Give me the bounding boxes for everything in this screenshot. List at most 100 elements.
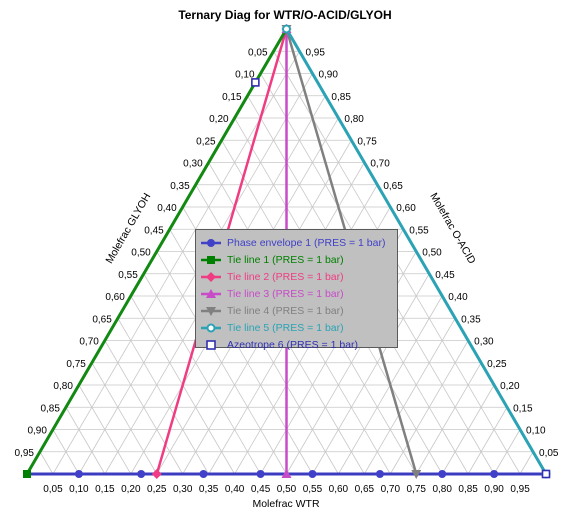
series-4-point (281, 469, 292, 478)
tick-left: 0,80 (53, 381, 73, 392)
grid-line (39, 451, 54, 475)
tick-left: 0,55 (118, 270, 138, 281)
tick-bottom: 0,80 (432, 484, 452, 495)
legend-label: Tie line 4 (PRES = 1 bar) (227, 304, 344, 317)
grid-line (519, 451, 534, 475)
legend-item: Tie line 1 (PRES = 1 bar) (200, 251, 397, 268)
grid-line (65, 407, 106, 475)
tick-right: 0,10 (526, 426, 546, 437)
tick-bottom: 0,45 (251, 484, 271, 495)
legend-swatch (201, 255, 221, 264)
tick-bottom: 0,10 (69, 484, 89, 495)
tick-bottom: 0,15 (95, 484, 115, 495)
tick-right: 0,95 (305, 47, 325, 58)
legend-swatch (201, 306, 221, 316)
tick-right: 0,80 (344, 114, 364, 125)
tick-bottom: 0,60 (329, 484, 349, 495)
tick-left: 0,50 (131, 248, 151, 259)
tick-left: 0,05 (248, 47, 268, 58)
tick-right: 0,20 (500, 381, 520, 392)
tick-bottom: 0,40 (225, 484, 245, 495)
grid-line (312, 273, 430, 475)
chart-title: Ternary Diag for WTR/O-ACID/GLYOH (178, 8, 391, 22)
tick-left: 0,20 (209, 114, 229, 125)
tick-right: 0,65 (383, 181, 403, 192)
tick-right: 0,30 (474, 337, 494, 348)
grid-line (78, 384, 132, 475)
tick-right: 0,85 (331, 92, 351, 103)
series-2-point (23, 470, 31, 478)
tick-right: 0,05 (539, 448, 559, 459)
tick-bottom: 0,35 (199, 484, 219, 495)
legend-swatch (201, 271, 221, 282)
legend-item: Azeotrope 6 (PRES = 1 bar) (200, 336, 397, 353)
legend-swatch (206, 339, 216, 350)
legend-label: Tie line 3 (PRES = 1 bar) (227, 287, 344, 300)
grid-line (143, 273, 261, 475)
series-1-point (438, 470, 447, 478)
tick-left: 0,75 (66, 359, 86, 370)
tick-bottom: 0,85 (458, 484, 478, 495)
tick-right: 0,45 (435, 270, 455, 281)
tick-right: 0,25 (487, 359, 507, 370)
tick-left: 0,40 (157, 203, 177, 214)
tick-bottom: 0,90 (484, 484, 504, 495)
tick-labels: 0,05 0,05 0,05 0,10 0,10 0,10 0,15 0,15 0,15 0,20… (15, 47, 559, 495)
legend-item: Tie line 4 (PRES = 1 bar) (200, 302, 397, 319)
legend-label: Azeotrope 6 (PRES = 1 bar) (227, 338, 359, 351)
axis-label-bottom: Molefrac WTR (252, 498, 320, 510)
grid-line (415, 362, 482, 475)
tick-bottom: 0,75 (407, 484, 427, 495)
tick-left: 0,85 (40, 403, 60, 414)
tick-right: 0,40 (448, 292, 468, 303)
grid-line (364, 318, 456, 475)
tick-left: 0,60 (105, 292, 125, 303)
legend-label: Phase envelope 1 (PRES = 1 bar) (227, 236, 386, 249)
series-1-point (308, 470, 317, 478)
legend-item: Tie line 5 (PRES = 1 bar) (200, 319, 397, 336)
tick-bottom: 0,65 (355, 484, 375, 495)
tick-right: 0,55 (409, 225, 429, 236)
series-1-point (490, 470, 499, 478)
grid-line (156, 251, 287, 475)
grid-line (104, 340, 184, 475)
legend-swatch (201, 238, 221, 247)
tick-right: 0,70 (370, 159, 390, 170)
tick-left: 0,15 (222, 92, 242, 103)
tick-bottom: 0,30 (173, 484, 193, 495)
tick-bottom: 0,55 (303, 484, 323, 495)
tick-bottom: 0,95 (510, 484, 530, 495)
legend-label: Tie line 1 (PRES = 1 bar) (227, 253, 344, 266)
legend-swatch (201, 288, 221, 298)
grid-line (91, 362, 158, 475)
tick-left: 0,25 (196, 136, 216, 147)
legend: Phase envelope 1 (PRES = 1 bar) Tie line … (195, 229, 398, 351)
tick-right: 0,35 (461, 314, 481, 325)
series-1-point (74, 470, 83, 478)
edge-right (285, 28, 548, 475)
series-5-point (411, 470, 422, 479)
tick-left: 0,95 (15, 448, 35, 459)
tick-right: 0,50 (422, 248, 442, 259)
grid-line (467, 407, 508, 475)
legend-item: Tie line 2 (PRES = 1 bar) (200, 268, 397, 285)
series-markers (23, 24, 551, 479)
edge-left (25, 28, 288, 475)
legend-item: Tie line 3 (PRES = 1 bar) (200, 285, 397, 302)
legend-label: Tie line 5 (PRES = 1 bar) (227, 321, 344, 334)
series-6-point (282, 24, 291, 34)
tick-right: 0,75 (357, 136, 377, 147)
tick-right: 0,90 (318, 70, 338, 81)
tick-bottom: 0,70 (381, 484, 401, 495)
tick-right: 0,15 (513, 403, 533, 414)
tick-left: 0,65 (92, 314, 112, 325)
series-1-point (256, 470, 265, 478)
tick-bottom: 0,25 (147, 484, 167, 495)
tick-left: 0,30 (183, 159, 203, 170)
legend-item: Phase envelope 1 (PRES = 1 bar) (200, 234, 397, 251)
tick-bottom: 0,20 (121, 484, 141, 495)
tick-bottom: 0,50 (277, 484, 297, 495)
legend-swatch (201, 323, 221, 332)
tick-left: 0,35 (170, 181, 190, 192)
